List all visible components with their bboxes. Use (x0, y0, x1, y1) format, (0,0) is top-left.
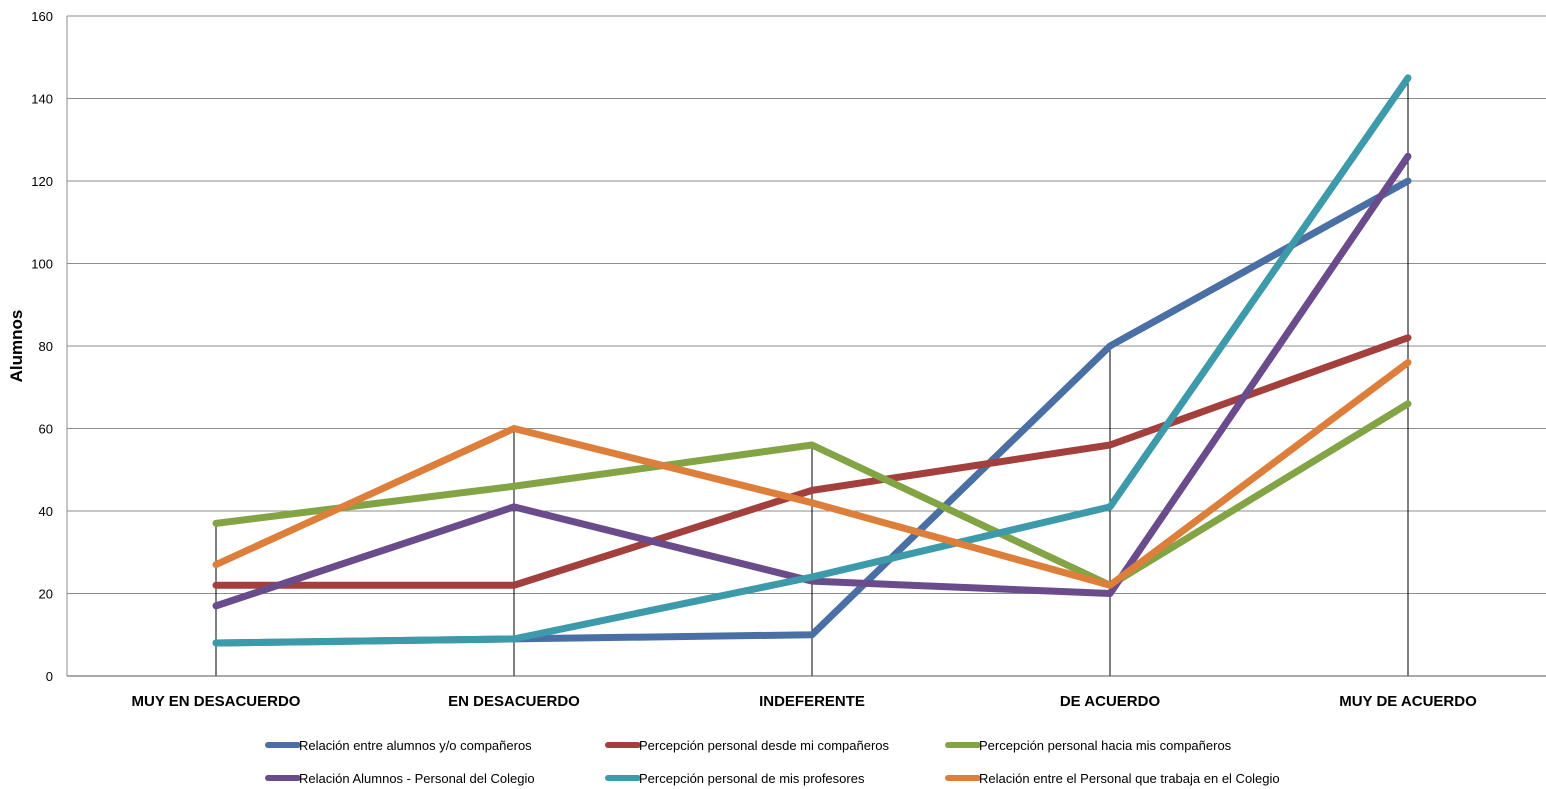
y-tick-label: 80 (39, 339, 53, 354)
series-line (212, 359, 1412, 589)
series-line (212, 334, 1412, 589)
y-tick-label: 20 (39, 587, 53, 602)
legend-label: Relación Alumnos - Personal del Colegio (299, 771, 535, 786)
x-category-label: INDEFERENTE (759, 693, 865, 710)
legend-label: Percepción personal de mis profesores (639, 771, 865, 786)
x-category-label: EN DESACUERDO (448, 693, 580, 710)
y-tick-label: 120 (31, 174, 53, 189)
axes (66, 16, 1546, 677)
legend-label: Relación entre el Personal que trabaja e… (979, 771, 1280, 786)
series-line (212, 74, 1412, 647)
y-tick-label: 140 (31, 92, 53, 107)
legend-label: Percepción personal hacia mis compañeros (979, 738, 1232, 753)
series-lines (212, 74, 1412, 647)
gridlines (67, 15, 1546, 594)
x-category-label: DE ACUERDO (1060, 693, 1161, 710)
legend: Relación entre alumnos y/o compañeros Per… (265, 738, 1280, 786)
series-line (212, 152, 1412, 610)
y-tick-label: 60 (39, 422, 53, 437)
y-axis-ticks: 0 20 40 60 80 100 120 140 160 (31, 9, 53, 684)
y-axis-label: Alumnos (7, 310, 26, 383)
y-tick-label: 100 (31, 257, 53, 272)
y-tick-label: 160 (31, 9, 53, 24)
x-axis-categories: MUY EN DESACUERDO EN DESACUERDO INDEFERENT… (132, 693, 1478, 710)
legend-label: Percepción personal desde mi compañeros (639, 738, 890, 753)
y-tick-label: 0 (46, 669, 53, 684)
x-category-label: MUY EN DESACUERDO (132, 693, 301, 710)
legend-label: Relación entre alumnos y/o compañeros (299, 738, 532, 753)
y-tick-label: 40 (39, 504, 53, 519)
x-category-label: MUY DE ACUERDO (1339, 693, 1477, 710)
series-line (212, 400, 1412, 589)
